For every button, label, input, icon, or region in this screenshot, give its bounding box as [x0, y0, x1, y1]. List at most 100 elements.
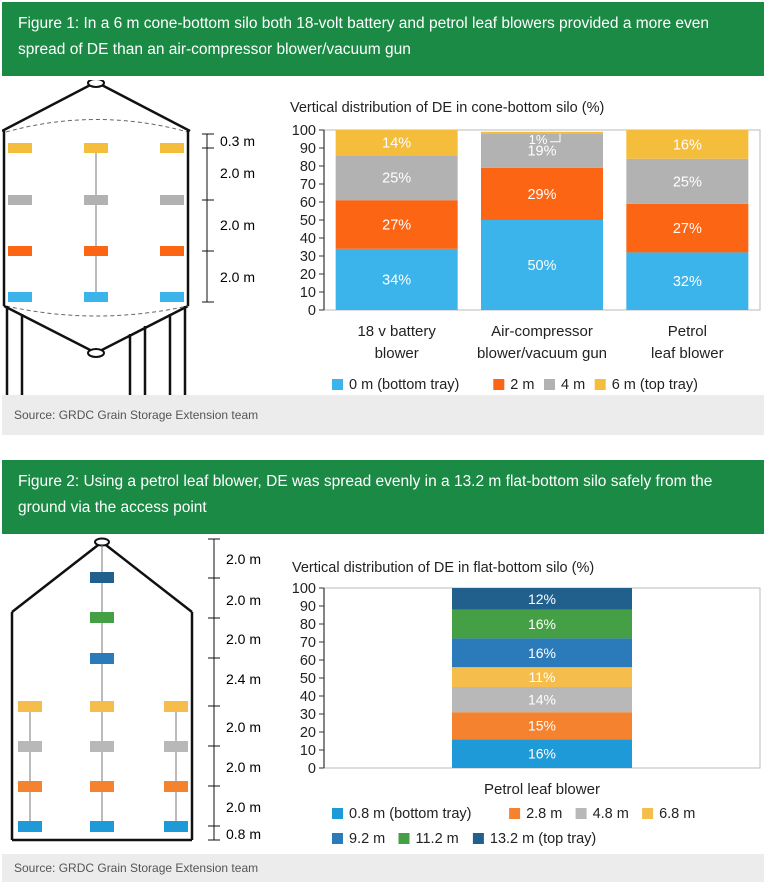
- silo-dim-label: 2.0 m: [220, 165, 255, 181]
- bar-segment: [481, 167, 603, 220]
- data-label: 29%: [527, 187, 556, 203]
- bar-segment: [452, 712, 632, 740]
- y-tick-label: 20: [300, 267, 316, 283]
- legend-swatch: [575, 808, 587, 819]
- tray-0m-center: [84, 292, 108, 302]
- y-tick-label: 80: [300, 617, 316, 633]
- legend-swatch: [594, 379, 606, 390]
- legend-label: 0 m (bottom tray): [349, 377, 459, 393]
- bar-segment: [626, 252, 749, 310]
- legend-label: 6.8 m: [659, 806, 695, 822]
- data-label: 50%: [527, 258, 556, 274]
- legend-label: 11.2 m: [416, 831, 459, 847]
- tray-0m-right: [160, 292, 184, 302]
- bar-segment: [481, 131, 603, 134]
- data-label: 14%: [528, 692, 556, 708]
- silo-bottom-outlet: [87, 348, 105, 358]
- y-tick-label: 10: [300, 285, 316, 301]
- bar-segment: [481, 220, 603, 310]
- y-tick-label: 60: [300, 195, 316, 211]
- bar-segment: [452, 739, 632, 768]
- y-tick-label: 100: [292, 123, 316, 139]
- flat-silo-chart: Vertical distribution of DE in flat-bott…: [292, 560, 761, 847]
- x-tick-label: leaf blower: [651, 345, 724, 362]
- legend-swatch: [332, 833, 343, 844]
- y-tick-label: 80: [300, 159, 316, 175]
- silo-dim-label: 2.0 m: [226, 799, 261, 815]
- tray-0-8m-right: [164, 821, 188, 832]
- tray-2m-center: [84, 246, 108, 256]
- data-label: 16%: [528, 746, 556, 762]
- tray-0-8m-left: [18, 821, 42, 832]
- bar-segment: [626, 158, 749, 204]
- bar-segment: [481, 133, 603, 168]
- silo-cone-bottom: [3, 304, 189, 355]
- silo-roof: [2, 80, 191, 133]
- x-tick-label: Petrol: [668, 323, 707, 340]
- data-label: 34%: [382, 272, 411, 288]
- y-tick-label: 50: [300, 671, 316, 687]
- data-label: 16%: [528, 645, 556, 661]
- bar-segment: [335, 130, 458, 156]
- tray-13-2m: [90, 572, 114, 583]
- figure2-panel: 2.0 m 2.0 m 2.0 m 2.4 m 2.0 m 2.0 m 2.0 …: [2, 536, 764, 854]
- tray-6-8m-left: [18, 701, 42, 712]
- tray-4-8m-center: [90, 741, 114, 752]
- data-label: 25%: [382, 171, 411, 187]
- x-tick-label: 18 v battery: [357, 323, 436, 340]
- figure1-source: Source: GRDC Grain Storage Extension tea…: [2, 395, 764, 435]
- chart-title: Vertical distribution of DE in cone-bott…: [290, 100, 604, 116]
- legend-swatch: [472, 833, 484, 844]
- legend-swatch: [332, 379, 343, 390]
- bar-segment: [452, 588, 632, 610]
- data-label: 16%: [528, 616, 556, 632]
- y-tick-label: 30: [300, 707, 316, 723]
- tray-2m-left: [8, 246, 32, 256]
- silo-dim-label: 0.3 m: [220, 133, 255, 149]
- tray-0m-left: [8, 292, 32, 302]
- y-tick-label: 90: [300, 599, 316, 615]
- dimension-line: [208, 538, 220, 841]
- silo-dim-label: 2.0 m: [226, 592, 261, 608]
- tray-2-8m-right: [164, 781, 188, 792]
- figure2-header: Figure 2: Using a petrol leaf blower, DE…: [2, 460, 764, 534]
- tray-2-8m-center: [90, 781, 114, 792]
- x-tick-label: Petrol leaf blower: [484, 781, 600, 798]
- data-label: 14%: [382, 136, 411, 152]
- tray-6-8m-center: [90, 701, 114, 712]
- tray-9-2m: [90, 653, 114, 664]
- tray-6-8m-right: [164, 701, 188, 712]
- y-tick-label: 60: [300, 653, 316, 669]
- silo-top-hatch: [87, 80, 105, 88]
- data-label: 15%: [528, 718, 556, 734]
- y-tick-label: 70: [300, 177, 316, 193]
- dimension-line: [202, 133, 214, 303]
- legend-swatch: [398, 833, 410, 844]
- data-label: 27%: [382, 218, 411, 234]
- legend-label: 4.8 m: [593, 806, 629, 822]
- tray-6m-right: [160, 143, 184, 153]
- y-tick-label: 90: [300, 141, 316, 157]
- legend-label: 13.2 m (top tray): [490, 831, 596, 847]
- data-label-leader: [550, 133, 561, 143]
- y-tick-label: 40: [300, 689, 316, 705]
- chart-title: Vertical distribution of DE in flat-bott…: [292, 560, 594, 576]
- x-tick-label: Air-compressor: [491, 323, 593, 340]
- trays: [8, 143, 184, 302]
- silo-dim-label: 0.8 m: [226, 826, 261, 842]
- data-label: 32%: [673, 274, 702, 290]
- y-tick-label: 20: [300, 725, 316, 741]
- data-label: 19%: [527, 144, 556, 160]
- bar-segment: [452, 687, 632, 713]
- tray-4-8m-right: [164, 741, 188, 752]
- tray-4-8m-left: [18, 741, 42, 752]
- y-tick-label: 50: [300, 213, 316, 229]
- silo-dim-label: 2.0 m: [226, 759, 261, 775]
- x-tick-label: blower/vacuum gun: [477, 345, 607, 362]
- bar-segment: [452, 667, 632, 687]
- grain-top-line: [5, 119, 189, 133]
- y-tick-label: 30: [300, 249, 316, 265]
- tray-4m-left: [8, 195, 32, 205]
- tray-0-8m-center: [90, 821, 114, 832]
- legend-swatch: [332, 808, 343, 819]
